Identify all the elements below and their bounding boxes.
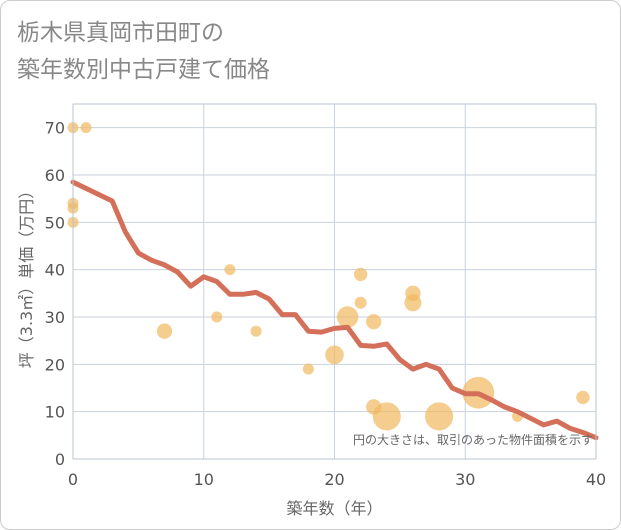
y-tick-50: 50 xyxy=(45,213,65,232)
y-tick-60: 60 xyxy=(45,166,65,185)
bubble-14 xyxy=(366,314,382,330)
x-tick-0: 0 xyxy=(68,470,78,489)
bubble-5 xyxy=(156,323,173,339)
x-tick-10: 10 xyxy=(194,470,214,489)
x-tick-labels: 0 10 20 30 40 xyxy=(68,470,606,489)
bubble-9 xyxy=(302,363,314,375)
y-tick-labels: 0 10 20 30 40 50 60 70 xyxy=(45,119,65,469)
x-tick-30: 30 xyxy=(455,470,475,489)
bubble-8 xyxy=(250,325,262,337)
bubble-18 xyxy=(404,294,422,312)
y-axis-title: 坪（3.3㎡）単価（万円） xyxy=(17,183,36,368)
y-tick-10: 10 xyxy=(45,403,65,422)
bubble-13 xyxy=(354,296,367,309)
bubble-16 xyxy=(372,402,401,431)
y-tick-40: 40 xyxy=(45,261,65,280)
x-tick-40: 40 xyxy=(586,470,606,489)
title-line-1: 栃木県真岡市田町の xyxy=(17,20,224,46)
chart-title: 栃木県真岡市田町の 築年数別中古戸建て価格 xyxy=(17,15,270,89)
y-tick-20: 20 xyxy=(45,355,65,374)
y-tick-70: 70 xyxy=(45,119,65,138)
bubble-1 xyxy=(80,122,92,134)
grid-lines xyxy=(72,104,597,460)
bubble-19 xyxy=(425,402,454,431)
x-axis-title: 築年数（年） xyxy=(286,499,382,518)
trend-line xyxy=(70,179,599,441)
title-line-2: 築年数別中古戸建て価格 xyxy=(17,57,270,83)
bubble-6 xyxy=(211,311,223,323)
y-tick-30: 30 xyxy=(45,308,65,327)
bubble-11 xyxy=(336,306,359,328)
x-tick-20: 20 xyxy=(324,470,344,489)
bubble-7 xyxy=(224,264,236,276)
bubble-22 xyxy=(576,390,590,405)
bubble-12 xyxy=(353,267,368,282)
bubble-10 xyxy=(325,345,344,365)
bubble-series xyxy=(67,122,590,431)
trend-series xyxy=(70,179,599,441)
size-note: 円の大きさは、取引のあった物件面積を示す xyxy=(353,432,593,447)
y-tick-0: 0 xyxy=(55,450,65,469)
plot-frame xyxy=(72,103,597,460)
